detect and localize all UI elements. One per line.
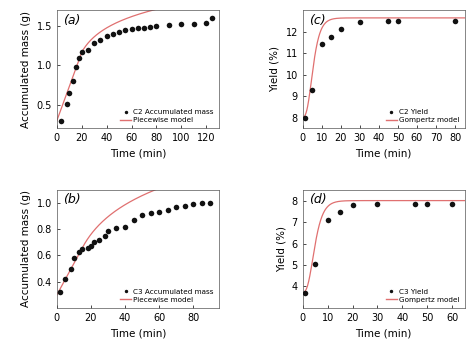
- Point: [84, 47, 92, 53]
- Point: [164, 207, 172, 212]
- Legend: C3 Accumulated mass, Piecewise model: C3 Accumulated mass, Piecewise model: [118, 287, 215, 304]
- Point: [374, 201, 381, 207]
- Point: [75, 249, 83, 254]
- Point: [101, 233, 109, 238]
- Point: [84, 245, 91, 251]
- Point: [394, 18, 401, 24]
- X-axis label: Time (min): Time (min): [109, 328, 166, 338]
- Point: [384, 18, 392, 24]
- Point: [336, 210, 344, 215]
- Point: [121, 27, 129, 33]
- Point: [178, 21, 185, 27]
- Point: [411, 201, 419, 207]
- Point: [70, 255, 78, 261]
- Point: [309, 87, 316, 93]
- X-axis label: Time (min): Time (min): [109, 149, 166, 159]
- Point: [356, 19, 364, 25]
- Point: [91, 239, 98, 245]
- Point: [56, 289, 64, 295]
- Point: [301, 290, 309, 296]
- Y-axis label: Accumulated mass (g): Accumulated mass (g): [21, 190, 31, 307]
- Point: [87, 244, 95, 249]
- Point: [181, 203, 188, 208]
- Point: [155, 209, 163, 215]
- Point: [147, 211, 155, 216]
- Point: [103, 34, 110, 39]
- Point: [97, 37, 104, 42]
- Point: [318, 41, 326, 46]
- Text: (a): (a): [64, 14, 81, 27]
- X-axis label: Time (min): Time (min): [356, 149, 412, 159]
- Point: [328, 35, 335, 40]
- Point: [198, 200, 205, 206]
- Point: [57, 118, 64, 124]
- Point: [65, 90, 73, 96]
- Point: [75, 55, 83, 61]
- Point: [451, 18, 459, 24]
- Point: [134, 26, 142, 31]
- Point: [62, 276, 69, 282]
- Y-axis label: Accumulated mass (g): Accumulated mass (g): [21, 11, 31, 128]
- Point: [113, 225, 120, 231]
- Point: [115, 29, 123, 34]
- Point: [206, 200, 214, 206]
- Point: [324, 217, 331, 223]
- Point: [138, 212, 146, 218]
- Point: [202, 20, 210, 26]
- Legend: C2 Accumulated mass, Piecewise model: C2 Accumulated mass, Piecewise model: [118, 108, 215, 125]
- Point: [209, 16, 216, 21]
- Point: [91, 41, 98, 46]
- Legend: C3 Yield, Gompertz model: C3 Yield, Gompertz model: [384, 287, 461, 304]
- Point: [311, 261, 319, 267]
- Point: [423, 201, 431, 207]
- Point: [153, 24, 160, 29]
- Point: [165, 22, 173, 27]
- Point: [130, 217, 137, 223]
- X-axis label: Time (min): Time (min): [356, 328, 412, 338]
- Point: [78, 49, 86, 55]
- Point: [104, 228, 112, 233]
- Text: (c): (c): [309, 14, 326, 27]
- Point: [69, 79, 77, 84]
- Legend: C2 Yield, Gompertz model: C2 Yield, Gompertz model: [384, 108, 461, 125]
- Text: (b): (b): [64, 193, 81, 207]
- Y-axis label: Yield (%): Yield (%): [276, 226, 286, 272]
- Point: [301, 115, 309, 120]
- Point: [140, 25, 148, 30]
- Point: [448, 201, 456, 207]
- Point: [63, 101, 71, 107]
- Point: [146, 24, 154, 30]
- Point: [121, 224, 129, 229]
- Point: [128, 27, 136, 32]
- Point: [337, 26, 345, 31]
- Point: [79, 246, 86, 252]
- Point: [67, 266, 74, 271]
- Point: [190, 21, 198, 27]
- Point: [72, 64, 79, 70]
- Point: [109, 31, 117, 37]
- Point: [172, 204, 180, 210]
- Point: [349, 202, 356, 208]
- Y-axis label: Yield (%): Yield (%): [270, 46, 280, 92]
- Point: [96, 237, 103, 243]
- Point: [189, 201, 197, 207]
- Text: (d): (d): [309, 193, 327, 207]
